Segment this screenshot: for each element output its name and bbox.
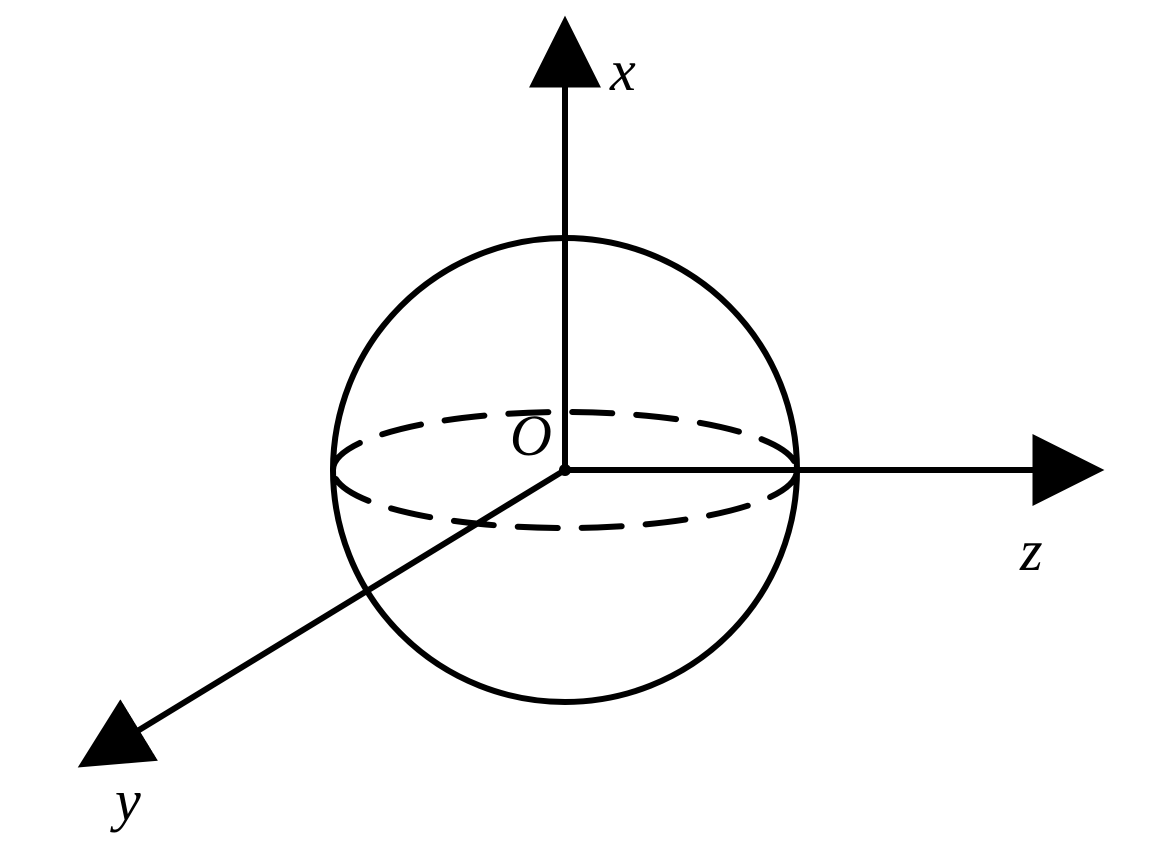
- background: [0, 0, 1166, 846]
- sphere-3d-axes-diagram: x z y O: [0, 0, 1166, 846]
- x-axis-label: x: [609, 38, 636, 103]
- origin-dot: [559, 464, 571, 476]
- origin-label: O: [510, 403, 552, 468]
- y-axis-label: y: [110, 768, 141, 833]
- z-axis-label: z: [1019, 518, 1043, 583]
